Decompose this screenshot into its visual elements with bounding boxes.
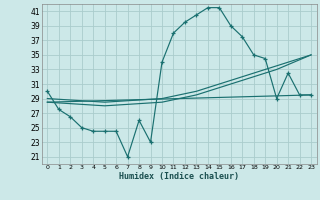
X-axis label: Humidex (Indice chaleur): Humidex (Indice chaleur) — [119, 172, 239, 181]
